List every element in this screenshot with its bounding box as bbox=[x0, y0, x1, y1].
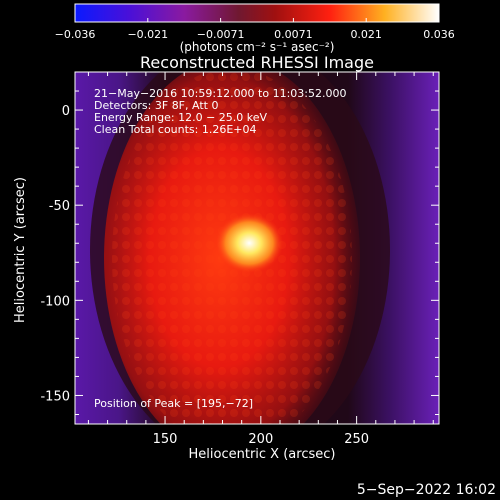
y-tick-label: -50 bbox=[49, 199, 70, 214]
info-line: Energy Range: 12.0 − 25.0 keV bbox=[94, 111, 268, 124]
colorbar-tick-label: 0.036 bbox=[423, 28, 455, 41]
heatmap-peak-source bbox=[215, 213, 284, 274]
chart-title: Reconstructed RHESSI Image bbox=[140, 53, 374, 72]
y-tick-label: -150 bbox=[40, 389, 70, 404]
info-line: Clean Total counts: 1.26E+04 bbox=[94, 123, 257, 136]
colorbar-tick-label: 0.021 bbox=[350, 28, 382, 41]
x-axis-label: Heliocentric X (arcsec) bbox=[189, 447, 336, 462]
plot-frame bbox=[74, 71, 440, 425]
colorbar-units-label: (photons cm⁻² s⁻¹ asec⁻²) bbox=[180, 40, 335, 54]
colorbar-ticks bbox=[74, 18, 440, 22]
colorbar bbox=[74, 3, 440, 23]
peak-position-label: Position of Peak = [195,−72] bbox=[94, 397, 253, 410]
y-axis-ticks: 0 -50 -100 -150 bbox=[40, 90, 439, 415]
colorbar-tick-labels: −0.036 −0.021 −0.0071 0.0071 0.021 0.036 bbox=[55, 28, 455, 41]
observation-info: 21−May−2016 10:59:12.000 to 11:03:52.000… bbox=[94, 87, 347, 136]
x-tick-label: 150 bbox=[153, 432, 178, 447]
heatmap-image bbox=[75, 72, 439, 424]
y-tick-label: 0 bbox=[62, 104, 70, 119]
colorbar-tick-label: −0.021 bbox=[127, 28, 168, 41]
y-tick-label: -100 bbox=[40, 294, 70, 309]
colorbar-tick-label: −0.0071 bbox=[197, 28, 245, 41]
colorbar-tick-label: −0.036 bbox=[55, 28, 96, 41]
y-axis-label: Heliocentric Y (arcsec) bbox=[13, 177, 28, 323]
x-tick-label: 200 bbox=[248, 432, 273, 447]
x-axis-ticks: 150 200 250 bbox=[87, 72, 434, 447]
x-tick-label: 250 bbox=[344, 432, 369, 447]
info-line: 21−May−2016 10:59:12.000 to 11:03:52.000 bbox=[94, 87, 347, 100]
info-line: Detectors: 3F 8F, Att 0 bbox=[94, 99, 218, 112]
colorbar-tick-label: 0.0071 bbox=[274, 28, 313, 41]
plot-timestamp: 5−Sep−2022 16:02 bbox=[357, 482, 496, 498]
